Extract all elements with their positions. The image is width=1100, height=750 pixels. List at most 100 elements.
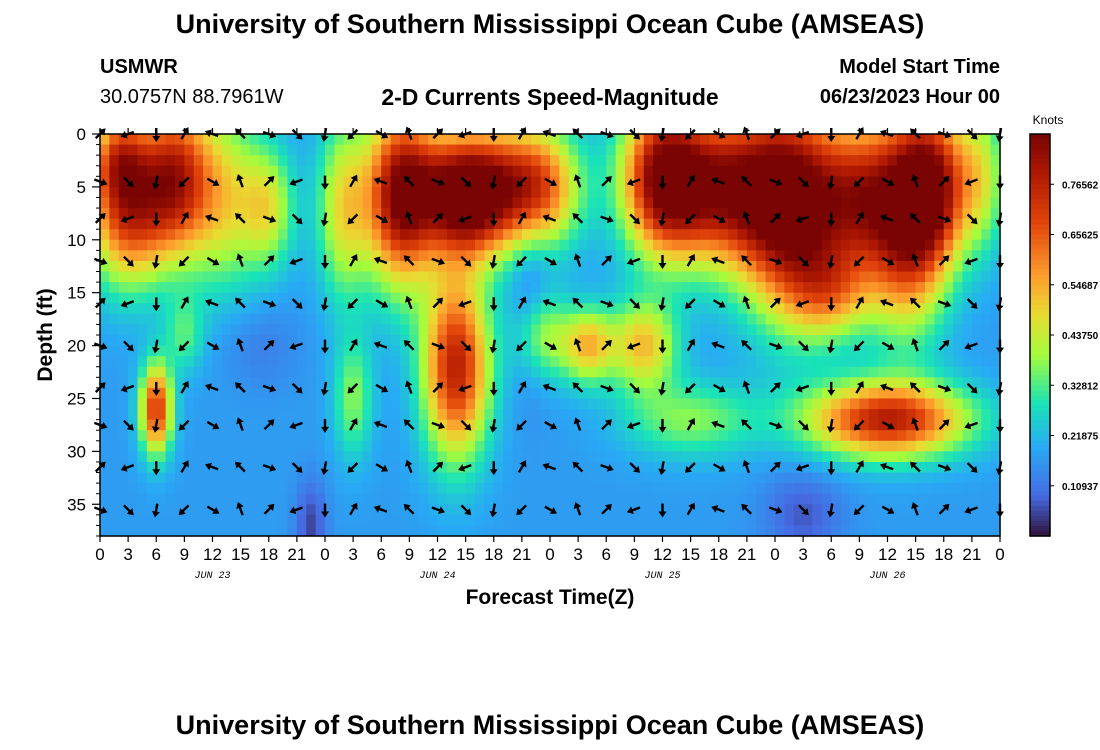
- heatmap-cell: [325, 387, 335, 400]
- heatmap-cell: [390, 260, 401, 273]
- heatmap-cell: [521, 430, 532, 442]
- heatmap-cell: [812, 366, 823, 378]
- heatmap-cell: [315, 451, 326, 463]
- colorbar-swatch: [1030, 284, 1050, 291]
- heatmap-cell: [821, 356, 832, 368]
- heatmap-cell: [146, 504, 157, 516]
- arrow-head: [295, 301, 303, 309]
- heatmap-cell: [184, 282, 195, 294]
- heatmap-cell: [746, 525, 757, 537]
- heatmap-cell: [568, 303, 579, 315]
- arrow-head: [827, 305, 836, 312]
- arrow-head: [911, 502, 919, 510]
- heatmap-cell: [156, 335, 167, 347]
- heatmap-cell: [728, 292, 739, 304]
- heatmap-cell: [850, 186, 860, 199]
- heatmap-cell: [531, 313, 542, 326]
- current-arrow: [120, 215, 135, 224]
- heatmap-cell: [137, 165, 148, 177]
- heatmap-cell: [287, 440, 298, 452]
- heatmap-cell: [971, 324, 982, 336]
- heatmap-cell: [840, 335, 851, 347]
- current-arrow: [349, 338, 358, 352]
- heatmap-cell: [681, 419, 692, 431]
- heatmap-cell: [821, 155, 832, 167]
- heatmap-cell: [540, 504, 551, 516]
- heatmap-cell: [446, 250, 457, 262]
- current-arrow: [152, 461, 161, 476]
- heatmap-cell: [325, 197, 335, 209]
- heatmap-cell: [531, 345, 542, 357]
- heatmap-cell: [315, 440, 326, 452]
- heatmap-cell: [212, 345, 223, 357]
- heatmap-cell: [615, 504, 626, 516]
- heatmap-cell: [409, 430, 420, 442]
- current-arrow: [404, 380, 413, 394]
- colorbar-tick-label: 0.21875: [1062, 432, 1099, 443]
- colorbar-swatch: [1030, 184, 1050, 190]
- arrow-head: [795, 384, 803, 393]
- heatmap-cell: [484, 303, 495, 315]
- current-arrow: [206, 177, 220, 187]
- heatmap-cell: [831, 134, 842, 146]
- heatmap-cell: [212, 250, 223, 262]
- heatmap-cell: [925, 472, 935, 484]
- colorbar-swatch: [1030, 139, 1050, 145]
- colorbar-tick-label: 0.54687: [1062, 281, 1099, 292]
- heatmap-cell: [353, 229, 364, 241]
- heatmap-cell: [559, 419, 570, 431]
- heatmap-cell: [165, 409, 176, 421]
- heatmap-cell: [296, 282, 307, 294]
- heatmap-cell: [184, 144, 195, 156]
- heatmap-cell: [250, 366, 260, 378]
- heatmap-cell: [625, 356, 635, 368]
- heatmap-cell: [540, 197, 551, 209]
- current-arrow: [404, 459, 413, 474]
- heatmap-cell: [840, 324, 851, 336]
- heatmap-cell: [540, 387, 551, 400]
- heatmap-cell: [643, 419, 654, 431]
- heatmap-cell: [362, 155, 373, 167]
- heatmap-cell: [812, 440, 823, 452]
- heatmap-cell: [690, 186, 701, 199]
- current-arrow: [234, 212, 246, 224]
- heatmap-cell: [587, 514, 598, 527]
- heatmap-cell: [690, 176, 701, 188]
- heatmap-cell: [221, 356, 232, 368]
- heatmap-cell: [709, 165, 720, 177]
- heatmap-cell: [990, 260, 1001, 273]
- heatmap-cell: [718, 218, 729, 230]
- heatmap-cell: [971, 208, 982, 220]
- heatmap-cell: [821, 472, 832, 484]
- heatmap-cell: [203, 493, 214, 505]
- arrow-head: [438, 178, 446, 187]
- heatmap-cell: [296, 239, 307, 251]
- heatmap-cell: [315, 345, 326, 357]
- heatmap-cell: [662, 493, 673, 505]
- heatmap-cell: [953, 504, 964, 516]
- heatmap-cell: [906, 303, 917, 315]
- heatmap-cell: [343, 144, 354, 156]
- heatmap-cell: [700, 260, 710, 273]
- heatmap-cell: [371, 313, 382, 326]
- heatmap-cell: [203, 292, 214, 304]
- heatmap-cell: [868, 451, 879, 463]
- heatmap-cell: [231, 493, 242, 505]
- heatmap-cell: [737, 356, 748, 368]
- heatmap-cell: [934, 282, 945, 294]
- heatmap-cell: [690, 514, 701, 527]
- heatmap-cell: [128, 165, 139, 177]
- heatmap-cell: [334, 197, 345, 209]
- heatmap-cell: [653, 409, 664, 421]
- x-tick-label: 0: [545, 545, 554, 564]
- heatmap-cell: [118, 208, 129, 220]
- current-arrow: [206, 420, 220, 430]
- heatmap-cell: [737, 229, 748, 241]
- heatmap-cell: [615, 292, 626, 304]
- heatmap-cell: [521, 440, 532, 452]
- heatmap-cell: [653, 525, 664, 537]
- heatmap-cell: [831, 493, 842, 505]
- heatmap-cell: [981, 155, 992, 167]
- current-arrow: [964, 421, 978, 430]
- heatmap-cell: [690, 493, 701, 505]
